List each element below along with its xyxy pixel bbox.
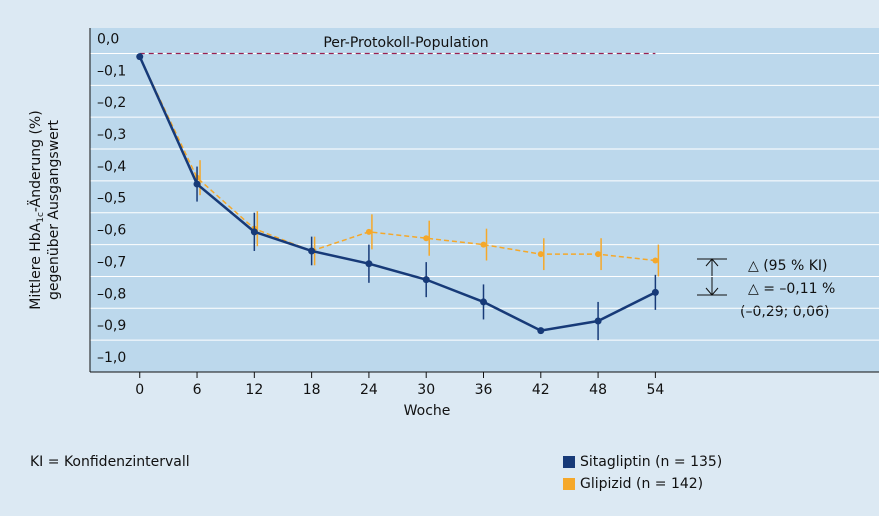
y-axis-title-part: Mittlere HbA [28, 222, 44, 309]
x-tick-label: 30 [417, 382, 435, 398]
legend-swatch [563, 456, 575, 468]
data-point [365, 228, 372, 235]
y-tick-label: –0,1 [97, 63, 126, 79]
x-tick-label: 54 [646, 382, 664, 398]
data-point [652, 257, 659, 264]
x-tick-label: 42 [532, 382, 550, 398]
legend-swatch [563, 478, 575, 490]
annotation: (–0,29; 0,06) [740, 304, 829, 320]
y-tick-label: –0,8 [97, 286, 126, 302]
y-tick-label: –0,9 [97, 318, 126, 334]
data-point [365, 260, 373, 268]
data-point [537, 327, 545, 335]
x-tick-label: 0 [135, 382, 144, 398]
x-tick-label: 12 [245, 382, 263, 398]
data-point [480, 298, 487, 306]
data-point [594, 317, 602, 325]
ci-bracket [697, 258, 727, 296]
data-point [250, 228, 258, 236]
footnote: KI = Konfidenzintervall [30, 454, 190, 470]
x-tick-label: 24 [360, 382, 378, 398]
y-axis-title-line2: gegenüber Ausgangswert [46, 119, 62, 300]
x-tick-label: 48 [589, 382, 607, 398]
annotation: △ (95 % KI) [748, 258, 827, 274]
data-point [651, 288, 659, 296]
annotation: △ = –0,11 % [748, 281, 835, 297]
data-point [193, 180, 201, 188]
y-tick-label: –0,5 [97, 191, 126, 207]
data-point [423, 235, 430, 242]
y-tick-label: –0,2 [97, 95, 126, 111]
x-tick-label: 36 [475, 382, 493, 398]
y-tick-label: –0,3 [97, 127, 126, 143]
plot-area [90, 28, 879, 372]
y-tick-label: 0,0 [97, 31, 119, 47]
data-point [537, 251, 544, 258]
x-axis-title: Woche [404, 403, 451, 419]
x-tick-label: 6 [193, 382, 202, 398]
y-tick-label: –0,7 [97, 254, 126, 270]
x-tick-label: 18 [303, 382, 321, 398]
y-tick-label: –0,6 [97, 223, 126, 239]
data-point [136, 53, 144, 61]
legend-label: Glipizid (n = 142) [580, 476, 703, 492]
y-tick-label: –1,0 [97, 350, 126, 366]
y-axis-title-sub: 1c [36, 212, 46, 223]
data-point [480, 241, 487, 248]
series-line [139, 56, 656, 262]
y-axis-title: Mittlere HbA1c-Änderung (%) [26, 110, 46, 309]
y-axis-title-part: -Änderung (%) [26, 110, 44, 212]
data-point [422, 276, 430, 284]
y-tick-label: –0,4 [97, 159, 126, 175]
data-point [308, 247, 316, 255]
data-point [595, 251, 602, 258]
series-line [138, 56, 656, 332]
legend-label: Sitagliptin (n = 135) [580, 454, 722, 470]
chart-title: Per-Protokoll-Population [323, 35, 488, 51]
